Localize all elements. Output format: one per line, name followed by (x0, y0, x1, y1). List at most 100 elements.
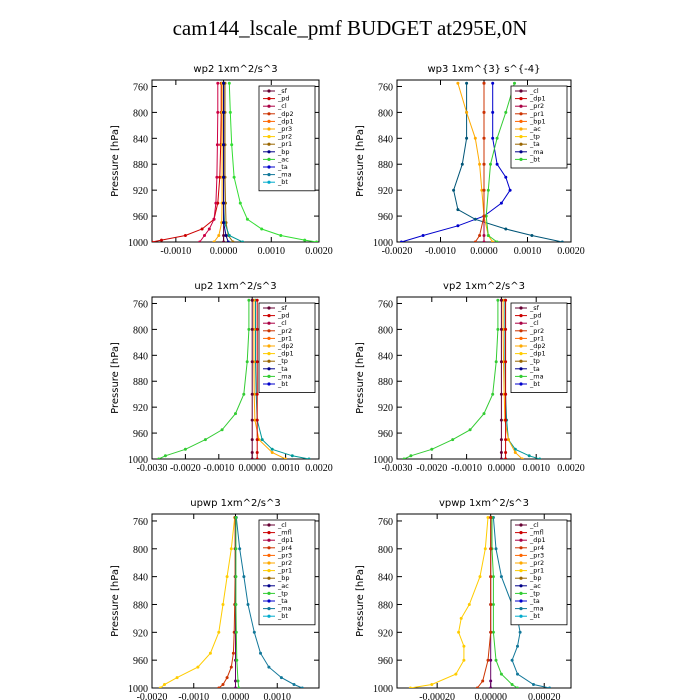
series-line (228, 83, 317, 242)
x-tick-label: 0.0000 (210, 246, 238, 257)
y-tick-label: 960 (378, 429, 393, 440)
series-point (218, 175, 222, 179)
series-point (516, 686, 519, 688)
series-point (303, 238, 307, 242)
series-point (238, 201, 242, 205)
legend-marker (519, 306, 523, 310)
y-tick-label: 1000 (373, 684, 393, 695)
legend-entry: _pd (529, 312, 542, 320)
series-point (465, 81, 469, 85)
x-tick-label: 0.0020 (557, 246, 585, 257)
series-point (220, 428, 224, 432)
x-tick-label: -0.00020 (419, 692, 455, 700)
y-tick-label: 880 (378, 600, 393, 611)
series-point (510, 658, 514, 662)
panel-title: vp2 1xm^2/s^3 (443, 281, 525, 292)
series-point (234, 630, 238, 634)
legend-marker (519, 344, 523, 348)
series-line (159, 517, 236, 688)
y-tick-label: 960 (378, 656, 393, 667)
series-point (279, 676, 283, 680)
series-point (399, 240, 403, 242)
series-point (465, 136, 469, 140)
legend-entry: _pr1 (277, 567, 292, 575)
series-point (198, 240, 202, 242)
series-line (403, 300, 499, 459)
series-point (203, 438, 207, 442)
series-point (504, 438, 508, 442)
legend-entry: _bt (277, 612, 288, 620)
legend-marker (267, 321, 271, 325)
legend-box (258, 302, 316, 393)
series-point (230, 143, 234, 147)
legend-entry: _mfl (277, 529, 292, 537)
series-point (234, 516, 238, 519)
y-tick-label: 880 (378, 377, 393, 388)
y-tick-label: 880 (378, 160, 393, 171)
series-point (499, 360, 503, 364)
series-point (255, 418, 259, 422)
series-point (157, 457, 161, 459)
series-point (234, 603, 238, 606)
series-point (483, 547, 487, 551)
y-axis-label: Pressure [hPa] (110, 565, 121, 637)
y-tick-label: 800 (133, 325, 148, 336)
series-pr2 (158, 516, 237, 688)
series-point (495, 162, 499, 166)
legend-marker (267, 336, 271, 340)
series-point (160, 238, 163, 242)
legend-entry: _mfl (529, 529, 544, 537)
series-point (203, 234, 206, 237)
legend-entry: _tp (529, 133, 540, 141)
series-point (489, 516, 493, 519)
legend-entry: _dp1 (277, 117, 294, 125)
series-point (225, 676, 229, 680)
series-point (234, 686, 237, 688)
y-tick-label: 880 (133, 377, 148, 388)
page-title: cam144_lscale_pmf BUDGET at295E,0N (172, 16, 528, 40)
legend-entry: _pr1 (277, 140, 292, 148)
legend-entry: _pr4 (277, 544, 292, 552)
legend-marker (267, 157, 271, 161)
legend-entry: _tp (529, 589, 540, 597)
series-point (508, 188, 512, 192)
series-point (255, 298, 259, 302)
legend-entry: _ma (529, 372, 544, 380)
legend-entry: _sf (277, 87, 288, 95)
series-point (215, 143, 219, 147)
series-point (489, 162, 492, 166)
legend-entry: _ma (529, 605, 544, 613)
legend-marker (267, 561, 271, 565)
series-line (199, 83, 219, 242)
legend-marker (267, 329, 271, 333)
legend-entry: _cl (529, 87, 539, 95)
series-point (527, 454, 531, 458)
y-tick-label: 920 (133, 628, 148, 639)
series-dp2 (402, 298, 500, 459)
x-tick-label: 0.00000 (474, 692, 507, 700)
legend-entry: _tp (277, 589, 288, 597)
series-point (491, 575, 495, 579)
series-ac (234, 516, 241, 688)
series-point (212, 217, 216, 221)
series-point (222, 81, 226, 85)
series-point (456, 81, 460, 85)
series-point (300, 686, 304, 688)
series-point (222, 143, 226, 147)
series-point (232, 175, 236, 179)
series-point (212, 240, 216, 242)
series-point (494, 658, 498, 662)
series-point (489, 686, 493, 688)
legend: _cl_dp1_pr2_pr1_bp1_ac_tp_ta_ma_bt (510, 85, 568, 169)
series-line (158, 300, 250, 459)
series-point (452, 188, 456, 192)
series-line (224, 83, 234, 242)
series-point (216, 110, 220, 114)
y-tick-label: 920 (378, 186, 393, 197)
series-point (451, 438, 455, 442)
series-point (504, 418, 508, 422)
legend-entry: _pr3 (277, 125, 292, 133)
series-dp1 (217, 516, 237, 688)
legend-box (510, 85, 568, 169)
legend-entry: _ac (529, 582, 541, 590)
